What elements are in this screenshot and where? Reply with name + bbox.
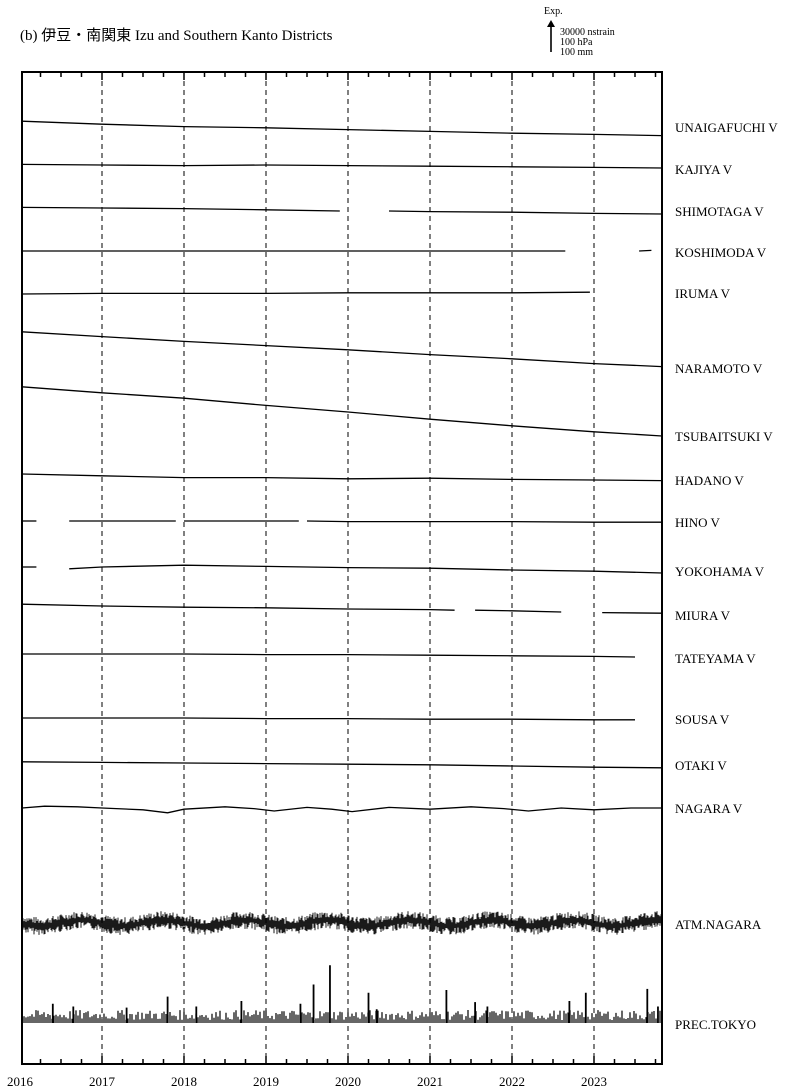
- series-line-tateyama-v: [22, 653, 636, 658]
- series-label: OTAKI V: [675, 758, 727, 773]
- series-line-miura-v: [475, 609, 562, 613]
- x-tick-label-2020: 2020: [335, 1074, 361, 1089]
- series-line-kajiya-v: [21, 163, 663, 169]
- x-tick-label-2017: 2017: [89, 1074, 116, 1089]
- series-label: KAJIYA V: [675, 162, 733, 177]
- scale-pressure: 100 hPa: [560, 37, 593, 48]
- x-tick-label-2023: 2023: [581, 1074, 607, 1089]
- scale-strain: 30000 nstrain: [560, 27, 615, 38]
- x-tick-label-2018: 2018: [171, 1074, 197, 1089]
- series-line-iruma-v: [21, 291, 590, 295]
- series-line-otaki-v: [21, 761, 663, 769]
- series-line-atm-nagara: [22, 911, 662, 935]
- series-label: NAGARA V: [675, 801, 743, 816]
- plot-frame: [21, 71, 663, 1065]
- x-tick-label-2022: 2022: [499, 1074, 525, 1089]
- series-label: YOKOHAMA V: [675, 564, 765, 579]
- series-line-miura-v: [21, 603, 455, 611]
- scale-bar: Exp. 30000 nstrain 100 hPa 100 mm: [540, 6, 740, 66]
- precip-background-bars: [23, 1010, 661, 1023]
- x-tick-label-2016: 2016: [7, 1074, 34, 1089]
- series-label: SHIMOTAGA V: [675, 204, 764, 219]
- series-label: TSUBAITSUKI V: [675, 429, 773, 444]
- series-line-shimotaga-v: [21, 206, 340, 212]
- series-label: HADANO V: [675, 473, 744, 488]
- series-label: TATEYAMA V: [675, 651, 756, 666]
- series-line-naramoto-v: [21, 331, 663, 368]
- series-line-yokohama-v: [69, 564, 663, 574]
- series-label: NARAMOTO V: [675, 361, 763, 376]
- series-line-tsubaitsuki-v: [21, 386, 663, 437]
- series-line-sousa-v: [22, 717, 635, 721]
- series-line-hadano-v: [21, 473, 663, 482]
- series-line-miura-v: [602, 611, 663, 614]
- series-line-nagara-v: [21, 805, 662, 814]
- series-label: KOSHIMODA V: [675, 245, 767, 260]
- series-label: UNAIGAFUCHI V: [675, 120, 778, 135]
- series-label: SOUSA V: [675, 712, 730, 727]
- figure-title: (b) 伊豆・南関東 Izu and Southern Kanto Distri…: [20, 28, 333, 44]
- series-line-hino-v: [306, 520, 662, 523]
- x-tick-label-2019: 2019: [253, 1074, 279, 1089]
- scale-precipitation: 100 mm: [560, 47, 594, 58]
- series-label: HINO V: [675, 515, 721, 530]
- series-label: MIURA V: [675, 608, 731, 623]
- series-label: ATM.NAGARA: [675, 917, 762, 932]
- series-label: PREC.TOKYO: [675, 1017, 756, 1032]
- series-line-koshimoda-v: [639, 249, 652, 252]
- arrow-up-icon: [547, 20, 555, 52]
- series-line-unaigafuchi-v: [21, 120, 663, 137]
- series-line-shimotaga-v: [388, 210, 663, 215]
- x-tick-label-2021: 2021: [417, 1074, 443, 1089]
- scale-direction-label: Exp.: [544, 6, 563, 17]
- series-label: IRUMA V: [675, 286, 731, 301]
